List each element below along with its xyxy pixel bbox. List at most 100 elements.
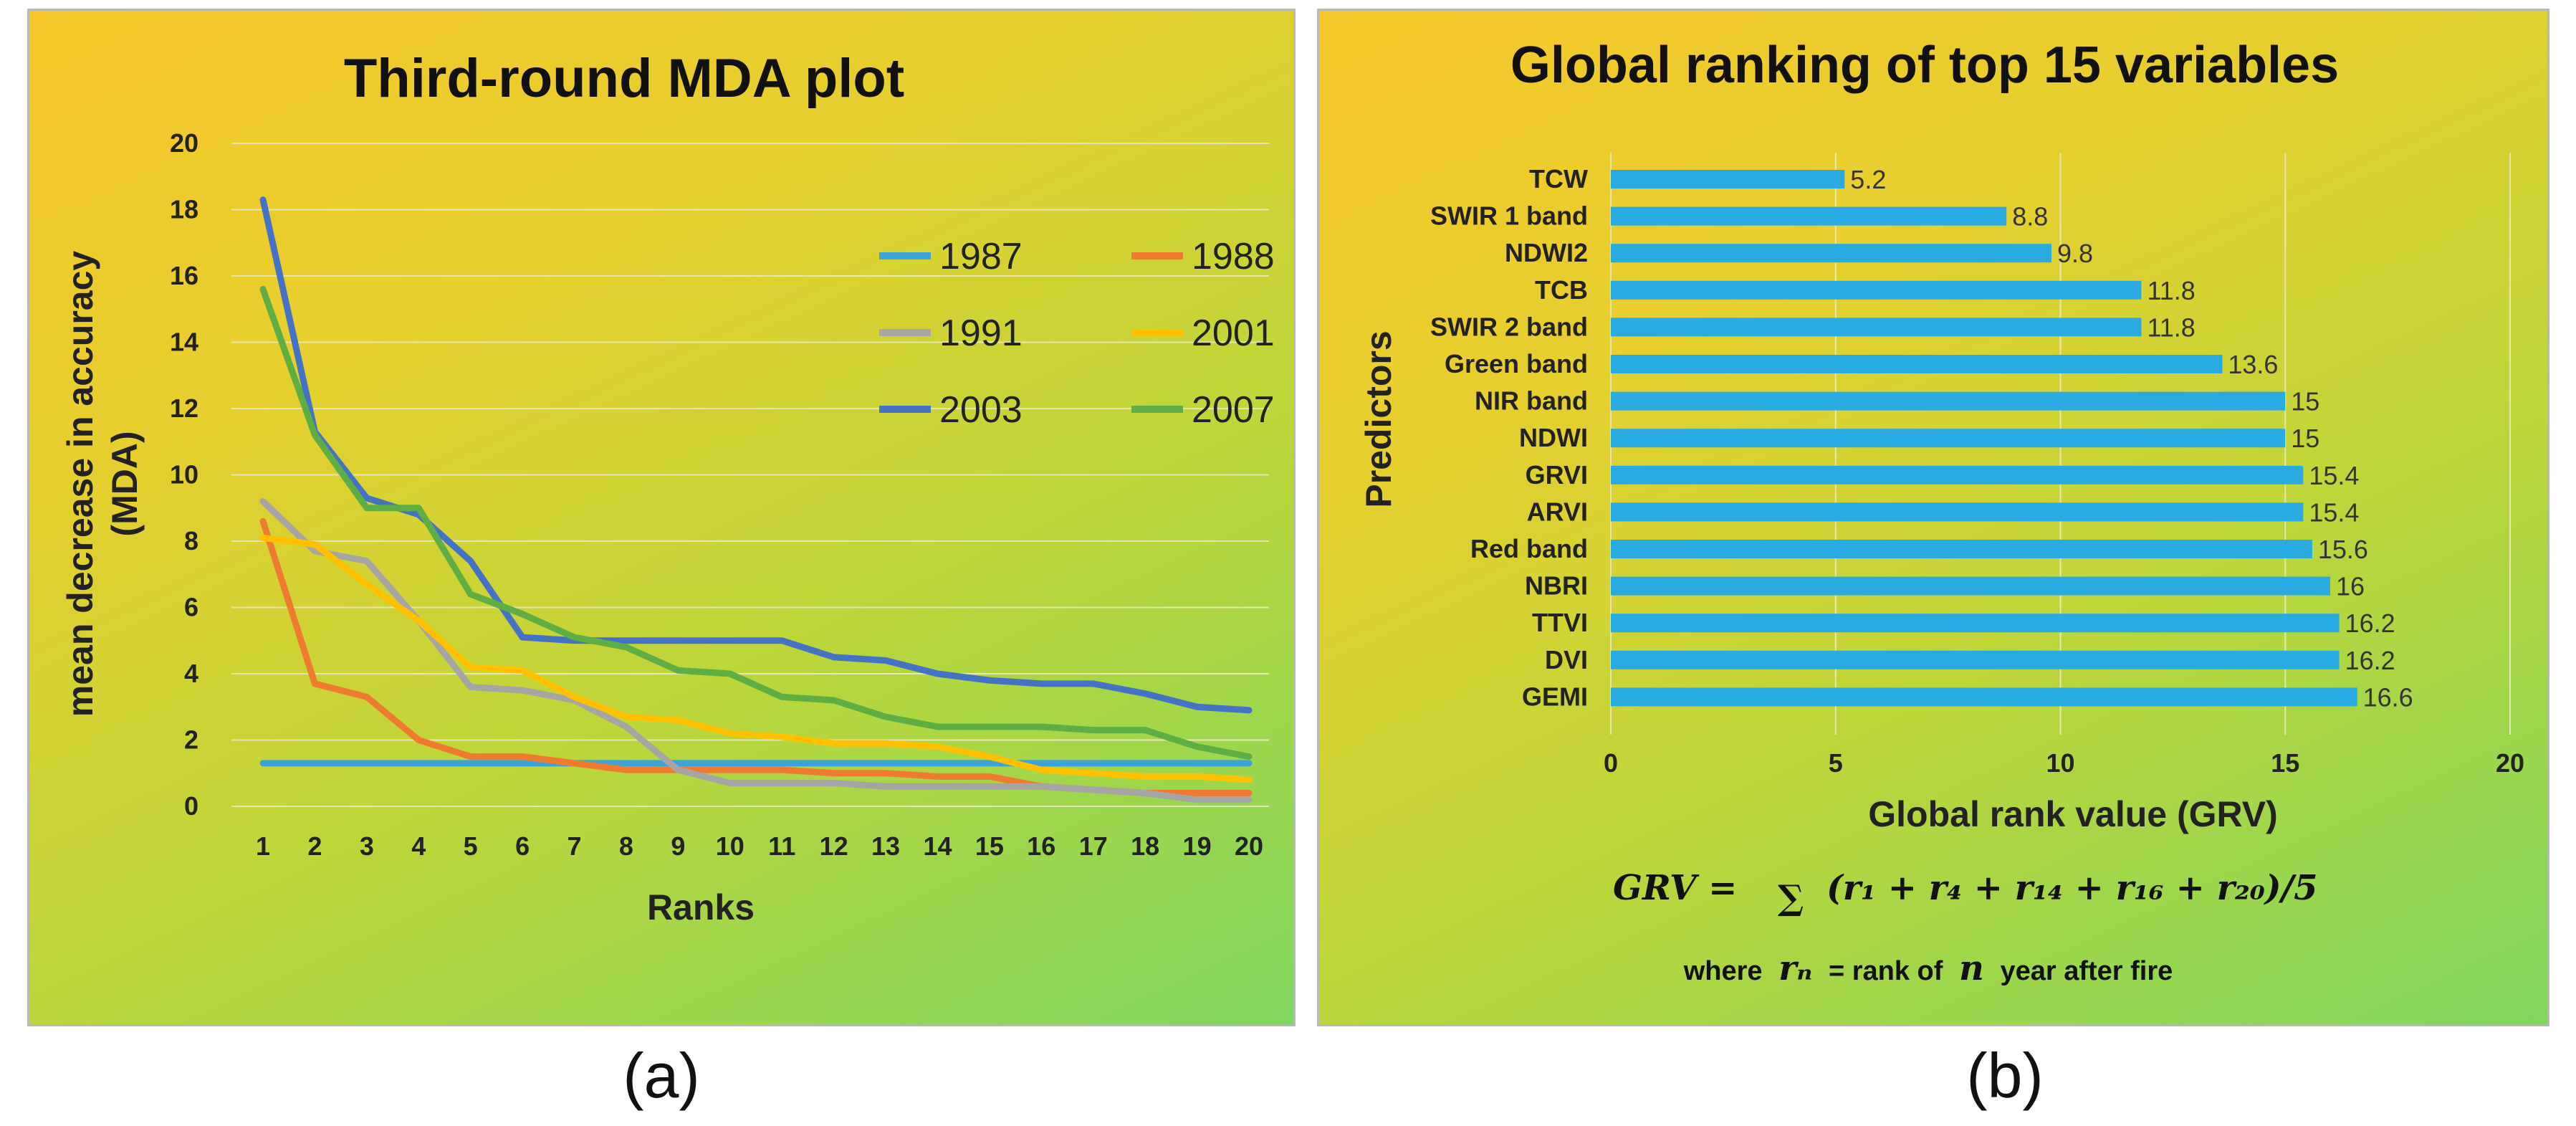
chart-a-x-tick-18: 18 — [1131, 831, 1159, 861]
chart-a-x-ticks: 1 2 3 4 5 6 7 8 9 10 11 12 13 14 15 16 17 18 19 20 — [256, 831, 1263, 861]
chart-a-y-tick-16: 16 — [170, 261, 198, 290]
caption-b: (b) — [1966, 1040, 2044, 1111]
chart-a-x-tick-4: 4 — [411, 831, 426, 861]
chart-a-x-tick-3: 3 — [360, 831, 374, 861]
chart-a-y-tick-4: 4 — [184, 659, 198, 688]
value-label-tcw: 5.2 — [1850, 165, 1886, 194]
chart-a-y-tick-14: 14 — [170, 328, 198, 357]
chart-a-x-tick-17: 17 — [1079, 831, 1108, 861]
category-label-tcw: TCW — [1529, 164, 1588, 194]
chart-a-series — [259, 196, 1253, 803]
chart-a-x-tick-12: 12 — [820, 831, 848, 861]
chart-a-title: Third-round MDA plot — [344, 48, 904, 109]
chart-b-title: Global ranking of top 15 variables — [1510, 37, 2339, 94]
mda-line-chart-svg: Third-round MDA plot 0 2 4 6 8 10 12 14 16 18 20 1… — [60, 48, 1275, 927]
legend-label-2007: 2007 — [1192, 389, 1275, 431]
chart-b-category-labels: TCW SWIR 1 band NDWI2 TCB SWIR 2 band Green b… — [1430, 164, 1588, 711]
chart-a-y-tick-0: 0 — [184, 791, 198, 821]
bar-dvi — [1611, 650, 2340, 669]
formula-note-var: rₙ — [1778, 948, 1812, 988]
chart-a-x-tick-15: 15 — [975, 831, 1004, 861]
formula-note-suffix: year after fire — [2000, 956, 2173, 986]
bar-red-band — [1611, 540, 2312, 558]
chart-a-x-tick-5: 5 — [464, 831, 478, 861]
series-line-2001 — [259, 534, 1253, 783]
value-label-ttvi: 16.2 — [2345, 609, 2395, 638]
chart-a-x-tick-2: 2 — [307, 831, 322, 861]
chart-a-x-axis-label: Ranks — [647, 887, 755, 927]
category-label-arvi: ARVI — [1527, 497, 1588, 526]
panel-b-grv-bar-chart: Global ranking of top 15 variables TCW SW… — [1317, 9, 2549, 1026]
bar-swir-1-band — [1611, 206, 2007, 226]
chart-a-x-tick-19: 19 — [1183, 831, 1212, 861]
value-label-green-band: 13.6 — [2228, 350, 2278, 379]
bar-ttvi — [1611, 614, 2340, 633]
chart-a-y-tick-2: 2 — [184, 725, 198, 755]
value-label-grvi: 15.4 — [2309, 461, 2359, 490]
chart-a-x-tick-8: 8 — [619, 831, 633, 861]
bar-nbri — [1611, 576, 2330, 596]
category-label-green-band: Green band — [1445, 349, 1588, 378]
formula-sum-symbol: ∑ — [1778, 878, 1804, 918]
category-label-tcb: TCB — [1535, 275, 1588, 305]
bar-tcb — [1611, 280, 2142, 300]
value-label-nbri: 16 — [2336, 572, 2365, 601]
chart-a-legend: 1987 1988 1991 2001 2003 2007 — [879, 236, 1275, 431]
caption-a: (a) — [623, 1040, 700, 1111]
chart-b-y-axis-label: Predictors — [1359, 330, 1399, 507]
chart-a-y-axis-label-line1: mean decrease in accuracy — [60, 251, 100, 717]
legend-label-2003: 2003 — [939, 389, 1023, 431]
chart-b-x-tick-0: 0 — [1604, 748, 1618, 778]
series-line-1991 — [259, 498, 1253, 803]
bar-arvi — [1611, 502, 2304, 522]
value-label-ndwi2: 9.8 — [2057, 239, 2093, 268]
formula-note: where rₙ = rank of n year after fire — [1683, 948, 2173, 988]
category-label-nir-band: NIR band — [1475, 386, 1588, 416]
bar-tcw — [1611, 170, 1845, 189]
category-label-gemi: GEMI — [1522, 682, 1588, 711]
formula-note-prefix: where — [1683, 956, 1763, 986]
formula-note-mid: = rank of — [1829, 956, 1943, 986]
formula-rhs: (r₁ + r₄ + r₁₄ + r₁₆ + r₂₀)/5 — [1826, 868, 2318, 908]
grv-bar-chart-svg: Global ranking of top 15 variables TCW SW… — [1359, 37, 2524, 988]
panel-a-mda-line-chart: Third-round MDA plot 0 2 4 6 8 10 12 14 16 18 20 1… — [27, 9, 1296, 1026]
category-label-red-band: Red band — [1470, 534, 1588, 563]
bar-grvi — [1611, 465, 2304, 485]
chart-b-x-tick-5: 5 — [1829, 748, 1843, 778]
category-label-swir-2-band: SWIR 2 band — [1430, 312, 1588, 341]
chart-a-y-tick-10: 10 — [170, 460, 198, 490]
category-label-ttvi: TTVI — [1532, 608, 1588, 637]
category-label-nbri: NBRI — [1525, 571, 1588, 601]
chart-a-x-tick-9: 9 — [671, 831, 685, 861]
bar-green-band — [1611, 355, 2223, 373]
category-label-ndwi: NDWI — [1519, 423, 1588, 452]
value-label-tcb: 11.8 — [2147, 276, 2195, 305]
chart-a-y-tick-20: 20 — [170, 128, 198, 158]
bar-gemi — [1611, 687, 2357, 707]
value-label-red-band: 15.6 — [2318, 535, 2368, 564]
legend-label-1987: 1987 — [939, 236, 1023, 277]
chart-a-y-tick-8: 8 — [184, 526, 198, 555]
chart-b-x-tick-10: 10 — [2046, 748, 2074, 778]
chart-b-bars — [1611, 170, 2357, 707]
legend-label-1991: 1991 — [939, 312, 1023, 354]
bar-ndwi2 — [1611, 244, 2051, 263]
legend-label-1988: 1988 — [1192, 236, 1275, 277]
chart-a-x-tick-6: 6 — [515, 831, 530, 861]
legend-label-2001: 2001 — [1192, 312, 1275, 354]
value-label-ndwi: 15 — [2291, 424, 2319, 453]
chart-b-x-ticks: 0 5 10 15 20 — [1604, 748, 2524, 778]
category-label-swir-1-band: SWIR 1 band — [1430, 201, 1588, 231]
chart-b-x-tick-15: 15 — [2271, 748, 2299, 778]
chart-b-x-axis-label: Global rank value (GRV) — [1868, 794, 2277, 834]
chart-a-x-tick-11: 11 — [768, 831, 795, 861]
chart-a-x-tick-20: 20 — [1235, 831, 1263, 861]
series-line-2007 — [259, 286, 1253, 760]
value-label-arvi: 15.4 — [2309, 497, 2359, 527]
chart-a-y-tick-18: 18 — [170, 195, 198, 224]
series-line-1988 — [259, 517, 1253, 796]
bar-nir-band — [1611, 391, 2286, 411]
chart-a-y-tick-12: 12 — [170, 393, 198, 423]
chart-a-gridlines — [231, 143, 1269, 807]
value-label-gemi: 16.6 — [2363, 682, 2413, 712]
